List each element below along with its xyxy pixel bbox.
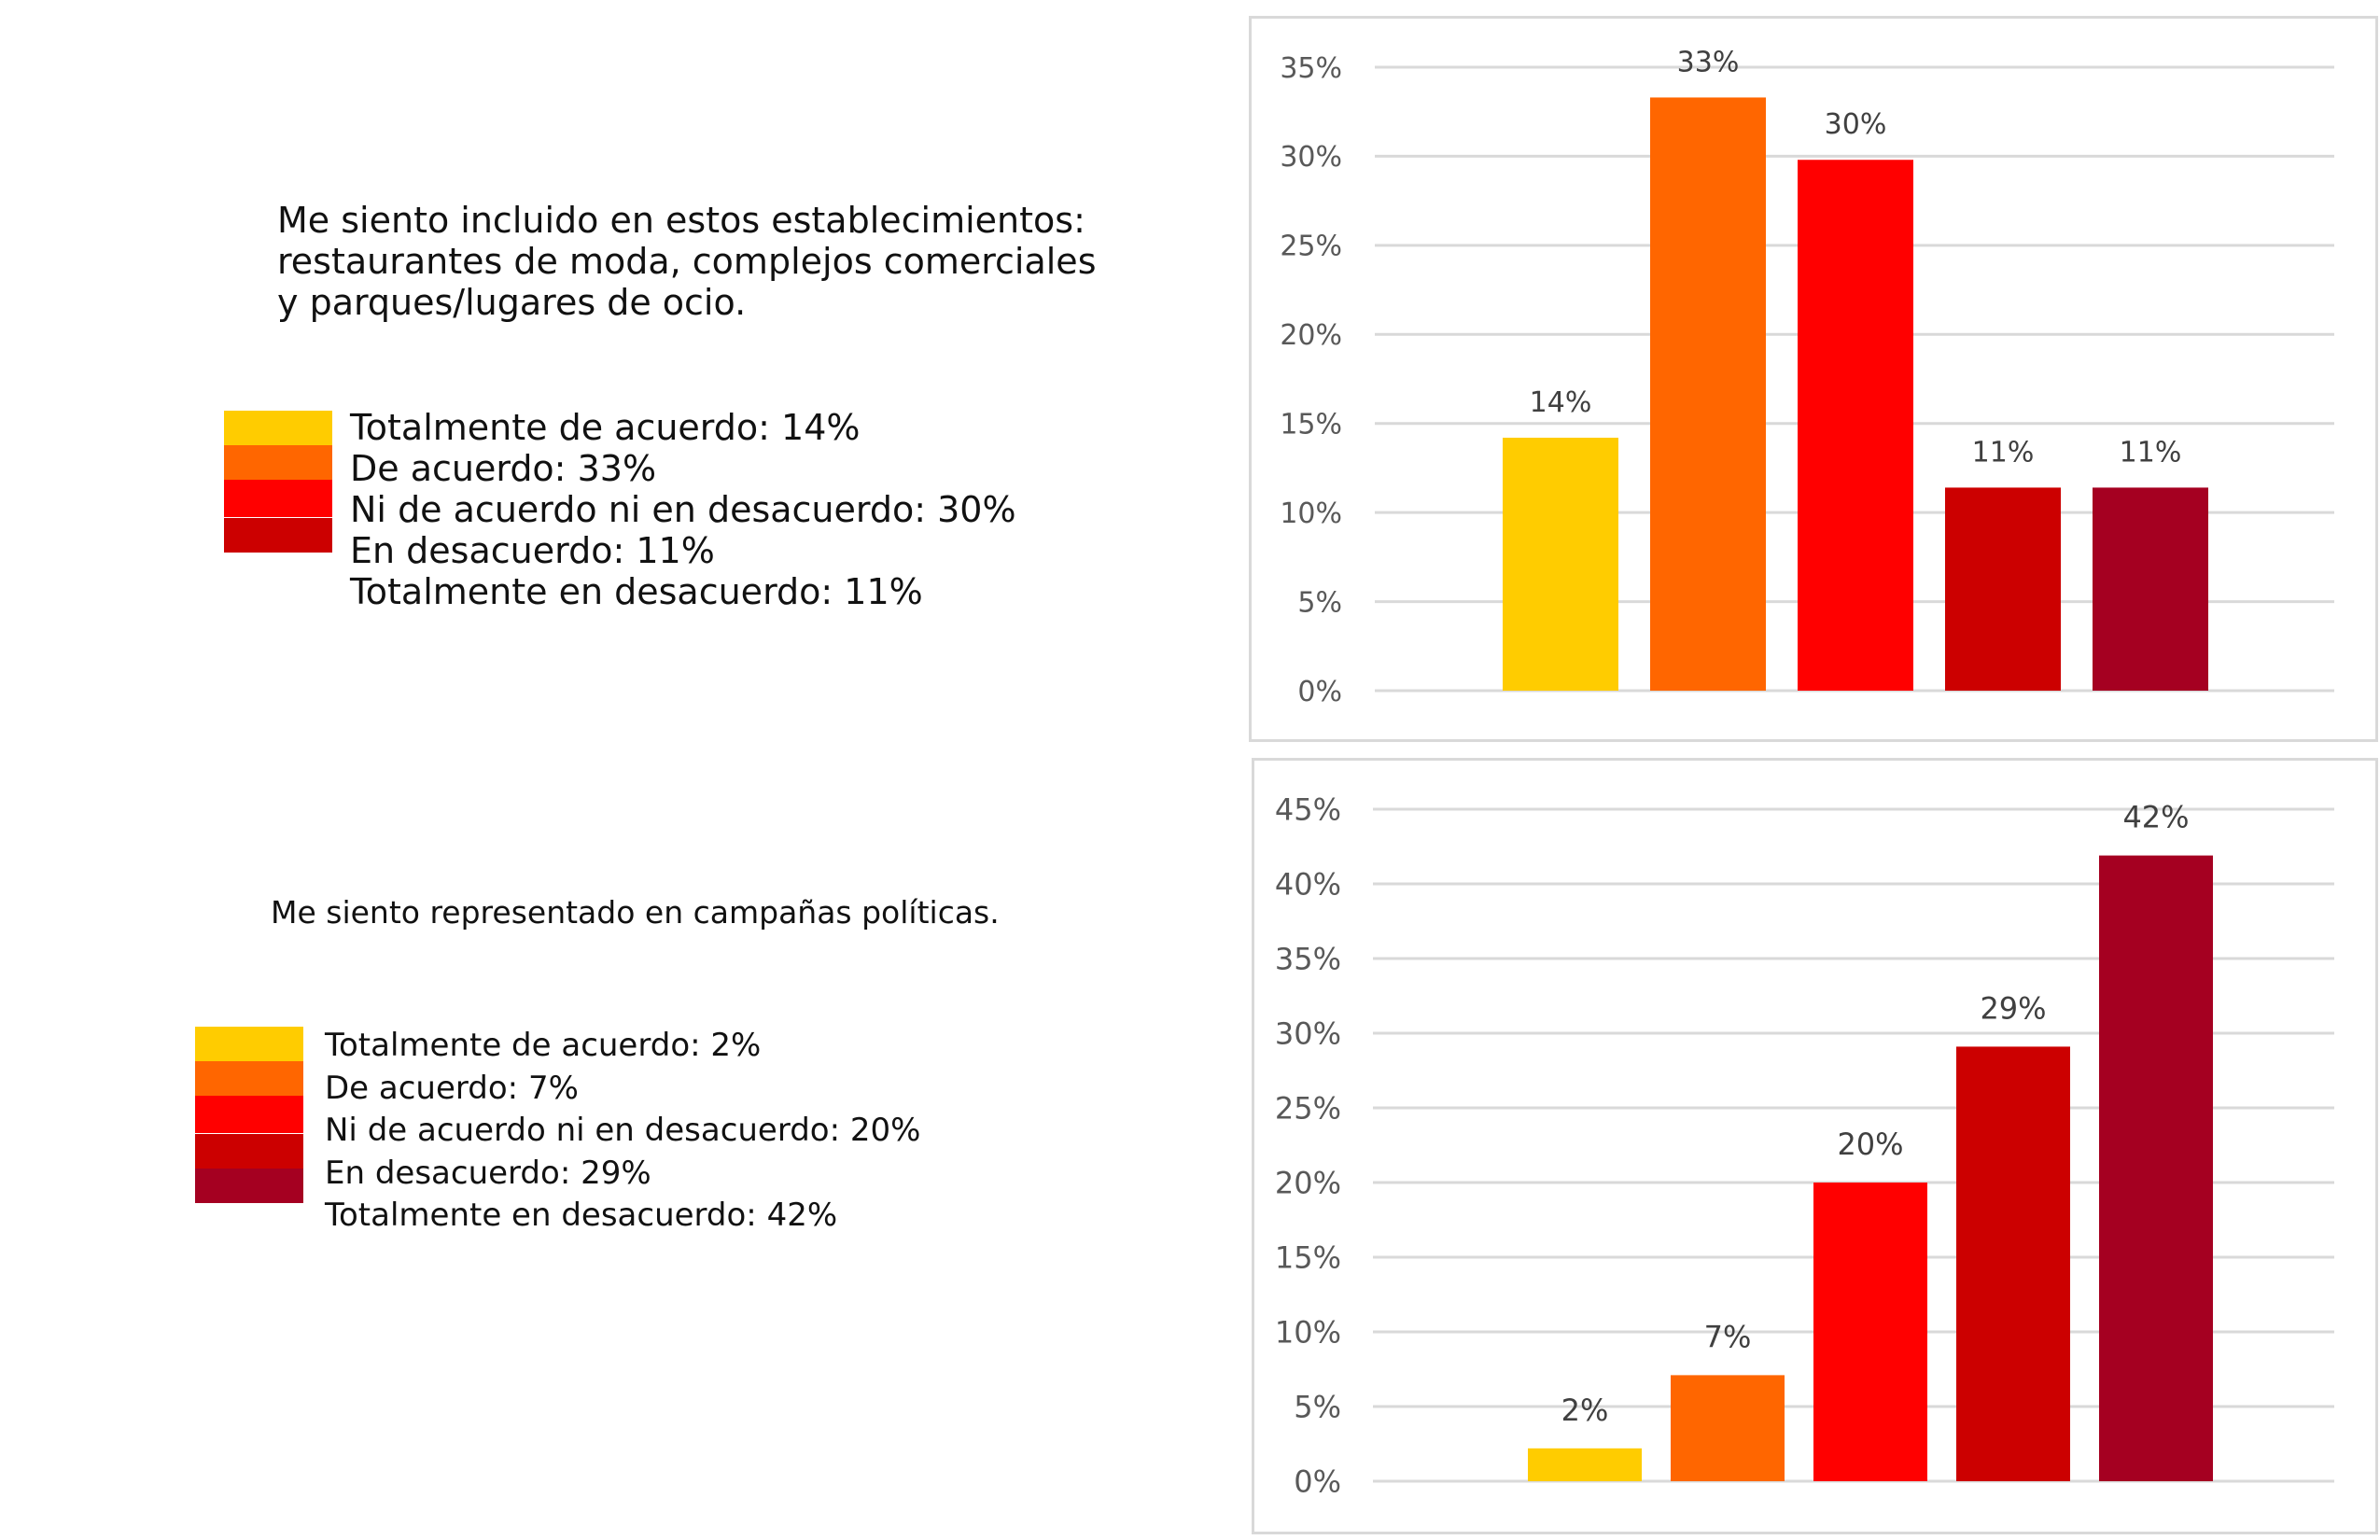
y-tick-label: 35% <box>1280 52 1342 85</box>
question-1-line: Me siento incluido en estos establecimie… <box>277 200 1085 241</box>
legend-item-label: Ni de acuerdo ni en desacuerdo: <box>325 1112 841 1149</box>
y-tick-label: 25% <box>1280 231 1342 263</box>
y-tick-label: 30% <box>1280 141 1342 174</box>
y-tick-label: 20% <box>1280 319 1342 352</box>
legend-item: Ni de acuerdo ni en desacuerdo: 20% <box>325 1110 920 1153</box>
legend-1-labels: Totalmente de acuerdo: 14% De acuerdo: 3… <box>350 407 1016 612</box>
legend-swatch-de-acuerdo <box>195 1061 303 1096</box>
y-tick-label: 40% <box>1275 867 1341 903</box>
bar <box>2093 487 2208 691</box>
data-label: 11% <box>1972 436 2035 469</box>
question-2-line: Me siento representado en campañas polít… <box>271 894 1000 931</box>
legend-swatch-totalmente-de-acuerdo <box>224 411 332 445</box>
y-tick-label: 5% <box>1294 1390 1341 1425</box>
data-label: 33% <box>1677 46 1740 78</box>
data-label: 29% <box>1980 990 2046 1026</box>
legend-2-swatches <box>195 1027 303 1203</box>
legend-item-value: 33% <box>577 448 657 489</box>
legend-item: Ni de acuerdo ni en desacuerdo: 30% <box>350 489 1016 530</box>
bar <box>1650 97 1766 691</box>
bar <box>1813 1183 1927 1481</box>
legend-1-swatches <box>224 411 332 553</box>
y-tick-label: 10% <box>1275 1315 1341 1351</box>
y-tick-label: 0% <box>1297 676 1342 708</box>
question-1-line: restaurantes de moda, complejos comercia… <box>277 241 1097 282</box>
legend-item-label: Totalmente en desacuerdo: <box>350 571 833 612</box>
legend-item: En desacuerdo: 11% <box>350 530 1016 571</box>
y-tick-label: 5% <box>1297 586 1342 619</box>
legend-item-label: Totalmente de acuerdo: <box>325 1027 701 1064</box>
legend-swatch-totalmente-de-acuerdo <box>195 1027 303 1061</box>
bar <box>1956 1046 2070 1481</box>
bar <box>1503 437 1618 691</box>
legend-item-value: 29% <box>581 1154 651 1192</box>
y-tick-label: 20% <box>1275 1166 1341 1201</box>
legend-item-value: 30% <box>937 489 1016 530</box>
legend-item-label: Totalmente de acuerdo: <box>350 407 770 448</box>
data-label: 42% <box>2122 800 2189 835</box>
legend-swatch-ni-de-acuerdo <box>224 480 332 518</box>
y-tick-label: 0% <box>1294 1464 1341 1500</box>
chart-panel-2: 0% 5% 10% 15% 20% 25% 30% 35% 40% 45% 2% 7% 20% 29% 42… <box>1252 758 2378 1534</box>
legend-item-label: Totalmente en desacuerdo: <box>325 1197 757 1234</box>
legend-swatch-en-desacuerdo <box>195 1134 303 1169</box>
data-label: 7% <box>1704 1319 1752 1354</box>
legend-item: De acuerdo: 33% <box>350 448 1016 489</box>
bar <box>1945 487 2061 691</box>
legend-item: Totalmente en desacuerdo: 42% <box>325 1195 920 1238</box>
legend-item: Totalmente de acuerdo: 2% <box>325 1025 920 1068</box>
legend-item-value: 20% <box>849 1112 921 1149</box>
legend-item-value: 11% <box>844 571 923 612</box>
legend-item-label: Ni de acuerdo ni en desacuerdo: <box>350 489 927 530</box>
y-tick-label: 45% <box>1275 792 1341 828</box>
data-label: 14% <box>1530 386 1592 419</box>
legend-item: Totalmente de acuerdo: 14% <box>350 407 1016 448</box>
bar-chart-2: 0% 5% 10% 15% 20% 25% 30% 35% 40% 45% 2% 7% 20% 29% 42… <box>1275 792 2334 1500</box>
legend-item-value: 42% <box>766 1197 838 1234</box>
bar <box>1798 160 1913 691</box>
legend-item-label: De acuerdo: <box>325 1069 519 1107</box>
question-1-line: y parques/lugares de ocio. <box>277 282 747 323</box>
legend-item-value: 11% <box>636 530 715 571</box>
bar <box>2099 855 2213 1481</box>
data-label: 30% <box>1825 108 1887 141</box>
legend-swatch-ni-de-acuerdo <box>195 1096 303 1134</box>
bar <box>1671 1375 1785 1481</box>
legend-item: En desacuerdo: 29% <box>325 1153 920 1196</box>
legend-item-value: 14% <box>781 407 861 448</box>
legend-item: De acuerdo: 7% <box>325 1068 920 1111</box>
legend-2-labels: Totalmente de acuerdo: 2% De acuerdo: 7%… <box>325 1025 920 1238</box>
legend-item-label: En desacuerdo: <box>350 530 625 571</box>
legend-item: Totalmente en desacuerdo: 11% <box>350 571 1016 612</box>
y-tick-label: 15% <box>1280 409 1342 441</box>
data-label: 11% <box>2120 436 2182 469</box>
y-tick-label: 30% <box>1275 1016 1341 1052</box>
y-tick-label: 35% <box>1275 942 1341 977</box>
legend-swatch-totalmente-en-desacuerdo <box>195 1169 303 1203</box>
y-tick-label: 10% <box>1280 497 1342 530</box>
legend-item-value: 7% <box>527 1069 579 1107</box>
legend-swatch-de-acuerdo <box>224 445 332 480</box>
question-1-text: Me siento incluido en estos establecimie… <box>277 200 1164 323</box>
bar <box>1528 1448 1642 1481</box>
question-2-text: Me siento representado en campañas polít… <box>271 894 1157 931</box>
chart-panel-1: 0% 5% 10% 15% 20% 25% 30% 35% 14% 33% 30% 11% 11% <box>1249 16 2378 742</box>
legend-item-label: En desacuerdo: <box>325 1154 571 1192</box>
data-label: 2% <box>1561 1393 1609 1428</box>
legend-item-label: De acuerdo: <box>350 448 567 489</box>
y-tick-label: 25% <box>1275 1091 1341 1127</box>
data-label: 20% <box>1837 1127 1903 1162</box>
y-tick-label: 15% <box>1275 1240 1341 1276</box>
bar-chart-1: 0% 5% 10% 15% 20% 25% 30% 35% 14% 33% 30% 11% 11% <box>1280 46 2334 708</box>
legend-item-value: 2% <box>710 1027 762 1064</box>
legend-swatch-en-desacuerdo <box>224 518 332 553</box>
